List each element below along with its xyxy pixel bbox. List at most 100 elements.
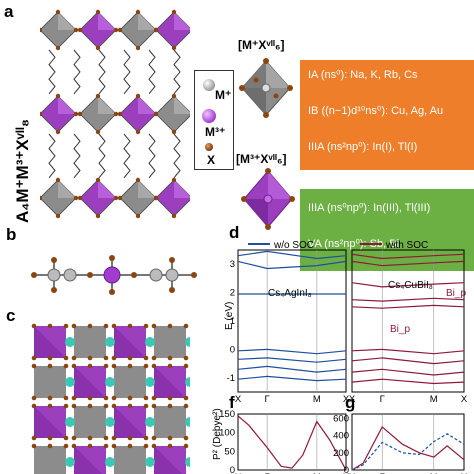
panel-d-frame <box>237 249 347 393</box>
halide-atom <box>103 435 109 441</box>
halide-atom <box>135 177 141 183</box>
halide-atom <box>151 435 157 441</box>
band-line <box>351 260 465 267</box>
halide-atom <box>40 111 43 117</box>
with-soc-legend-label: with SOC <box>385 240 428 251</box>
halide-atom <box>111 395 117 401</box>
halide-atom <box>63 435 69 441</box>
halide-atom <box>87 395 93 401</box>
halide-atom <box>167 443 173 449</box>
halide-atom <box>167 395 173 401</box>
x-tick-label: M <box>313 394 321 405</box>
halide-atom <box>151 443 157 449</box>
x-tick-label: Γ <box>380 394 385 405</box>
halide-atom <box>153 27 159 33</box>
halide-atom <box>73 111 79 117</box>
band-line <box>351 253 465 260</box>
band-line <box>351 425 465 471</box>
halide-atom <box>71 363 77 369</box>
octahedron-facet <box>58 12 76 30</box>
halide-atom <box>63 363 69 369</box>
band-line <box>351 357 465 365</box>
halide-atom <box>117 27 123 33</box>
panel-letter-a: a <box>4 2 14 21</box>
cs-cation <box>105 377 115 387</box>
gray-octahedron <box>154 406 186 438</box>
cs-cation <box>105 457 115 467</box>
organic-chain <box>148 133 156 179</box>
orange-row-1: IA (ns⁰): Na, K, Rb, Cs <box>308 69 418 81</box>
y-tick-label: 100 <box>219 428 235 439</box>
halide-atom <box>143 363 149 369</box>
octahedron-facet <box>98 180 116 198</box>
cs-cation <box>185 457 190 467</box>
gray-octahedron <box>74 406 106 438</box>
y-tick-label: 2 <box>230 288 235 299</box>
halide-atom <box>183 403 189 409</box>
halide-atom <box>71 323 77 329</box>
halide-atom <box>113 195 119 201</box>
cs-cation <box>185 337 190 347</box>
halide-atom <box>87 435 93 441</box>
compound-formula-text: A₄M⁺M³⁺Xᵛᴵᴵ₈ <box>13 119 32 223</box>
octahedron-facet <box>154 366 186 398</box>
halide-atom <box>87 355 93 361</box>
halide-atom <box>143 443 149 449</box>
halide-atom <box>167 435 173 441</box>
octahedron-facet <box>174 180 190 198</box>
halide-atom <box>183 355 189 361</box>
gray-octahedron <box>154 326 186 358</box>
energy-axis-label: E (eV) <box>224 302 235 330</box>
band-line <box>237 415 347 471</box>
halide-atom <box>151 323 157 329</box>
octahedron-facet <box>154 446 182 474</box>
halide-atom <box>127 323 133 329</box>
orange-row-3: IIIA (ns²np⁰): In(I), Tl(I) <box>308 141 418 153</box>
halide-atom <box>167 355 173 361</box>
halide-atom <box>103 403 109 409</box>
halide-atom <box>71 403 77 409</box>
cs-cation <box>105 417 115 427</box>
halide-atom <box>31 403 37 409</box>
halide-atom <box>135 93 141 99</box>
octahedron-facet <box>98 12 116 30</box>
panel-e-frame <box>351 249 465 393</box>
band-line <box>351 433 465 471</box>
green-row-2: VA (ns²np⁰): Sb, Bi <box>308 238 400 250</box>
y-tick-label: -1 <box>227 373 235 384</box>
cs-cation <box>145 457 155 467</box>
halide-atom <box>87 323 93 329</box>
cs-cation <box>105 337 115 347</box>
octahedron-facet <box>98 96 116 114</box>
octahedron-facet <box>74 366 106 398</box>
halide-atom <box>95 93 101 99</box>
compound-e-annotation: Cs₄CuBiI₈ <box>388 280 433 291</box>
halide-atom <box>103 443 109 449</box>
halide-atom <box>31 435 37 441</box>
halide-atom <box>111 435 117 441</box>
halide-atom <box>117 195 123 201</box>
y-tick-label: 400 <box>333 431 349 442</box>
halide-atom <box>143 395 149 401</box>
panel-f-frame <box>237 413 347 471</box>
m3-cluster-label: [M³⁺Xᵛᴵᴵ₆] <box>236 152 287 166</box>
octahedron-facet <box>174 96 190 114</box>
halide-atom <box>143 323 149 329</box>
halide-atom <box>167 363 173 369</box>
band-line <box>351 378 465 385</box>
gray-octahedron-icon <box>239 58 293 118</box>
halide-atom <box>171 213 177 219</box>
m1-ball-icon <box>203 79 215 91</box>
octahedron-facet <box>58 180 76 198</box>
halide-atom <box>143 403 149 409</box>
halide-atom <box>73 195 79 201</box>
octahedron-facet <box>58 96 76 114</box>
band-line <box>237 357 347 363</box>
chain-side-view <box>31 255 197 295</box>
halide-atom <box>95 213 101 219</box>
halide-atom <box>171 9 177 15</box>
halide-atom <box>77 195 83 201</box>
halide-atom <box>103 323 109 329</box>
halide-atom <box>63 323 69 329</box>
cs-cation <box>65 417 75 427</box>
